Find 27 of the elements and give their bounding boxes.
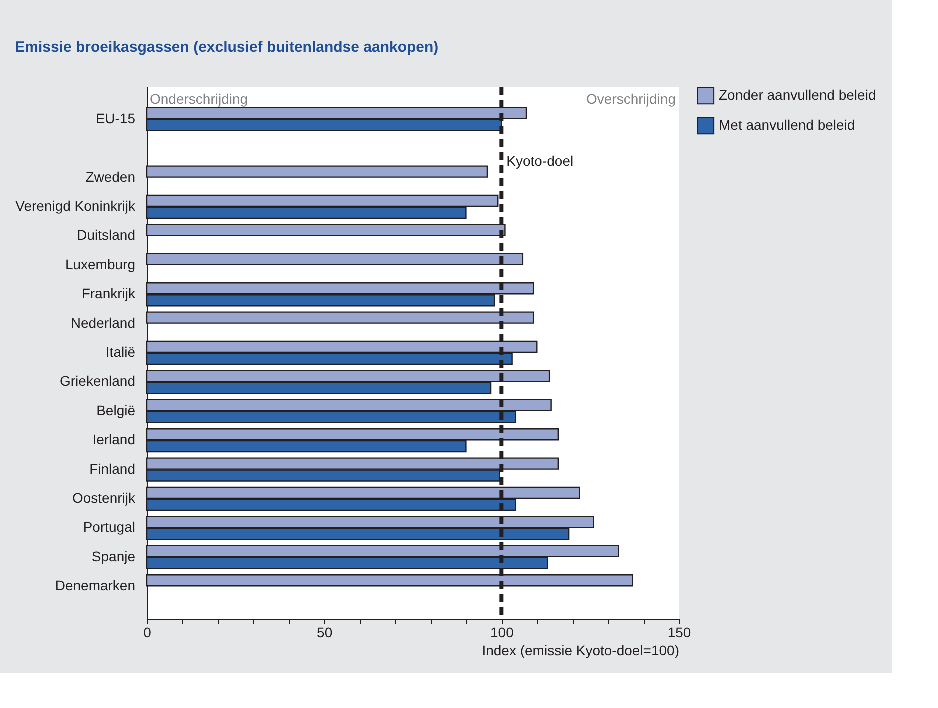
y-tick-label: Ierland [92, 432, 136, 448]
y-tick-label: Duitsland [77, 227, 136, 244]
annotation: Overschrijding [586, 91, 676, 107]
y-tick-label: Luxemburg [65, 256, 136, 272]
y-tick-label: Finland [90, 460, 136, 477]
y-tick-label: Frankrijk [82, 286, 136, 302]
ref-line-label: Kyoto-doel [506, 153, 574, 169]
x-tick-label: 100 [490, 624, 514, 640]
chart-title: Emissie broeikasgassen (exclusief buitenlandse aankopen) [15, 39, 439, 56]
legend-label: Zonder aanvullend beleid [719, 87, 876, 103]
y-tick-label: Zweden [86, 168, 136, 185]
x-tick-label: 150 [668, 624, 692, 640]
y-tick-label: Italië [106, 344, 136, 360]
y-tick-label: Griekenland [60, 373, 136, 390]
x-tick-label: 50 [317, 624, 333, 640]
legend-label: Met aanvullend beleid [719, 117, 856, 133]
y-tick-label: Verenigd Koninkrijk [16, 198, 136, 214]
y-tick-label: EU-15 [96, 110, 136, 126]
annotation: Onderschrijding [150, 91, 248, 107]
y-tick-label: Denemarken [55, 578, 136, 594]
x-axis-title: Index (emissie Kyoto-doel=100) [482, 642, 680, 658]
y-tick-label: Spanje [92, 548, 136, 564]
y-tick-label: Portugal [83, 519, 136, 536]
y-tick-label: België [96, 402, 136, 418]
y-tick-label: Nederland [70, 314, 136, 331]
y-tick-label: Oostenrijk [72, 490, 136, 506]
x-tick-label: 0 [144, 624, 152, 640]
